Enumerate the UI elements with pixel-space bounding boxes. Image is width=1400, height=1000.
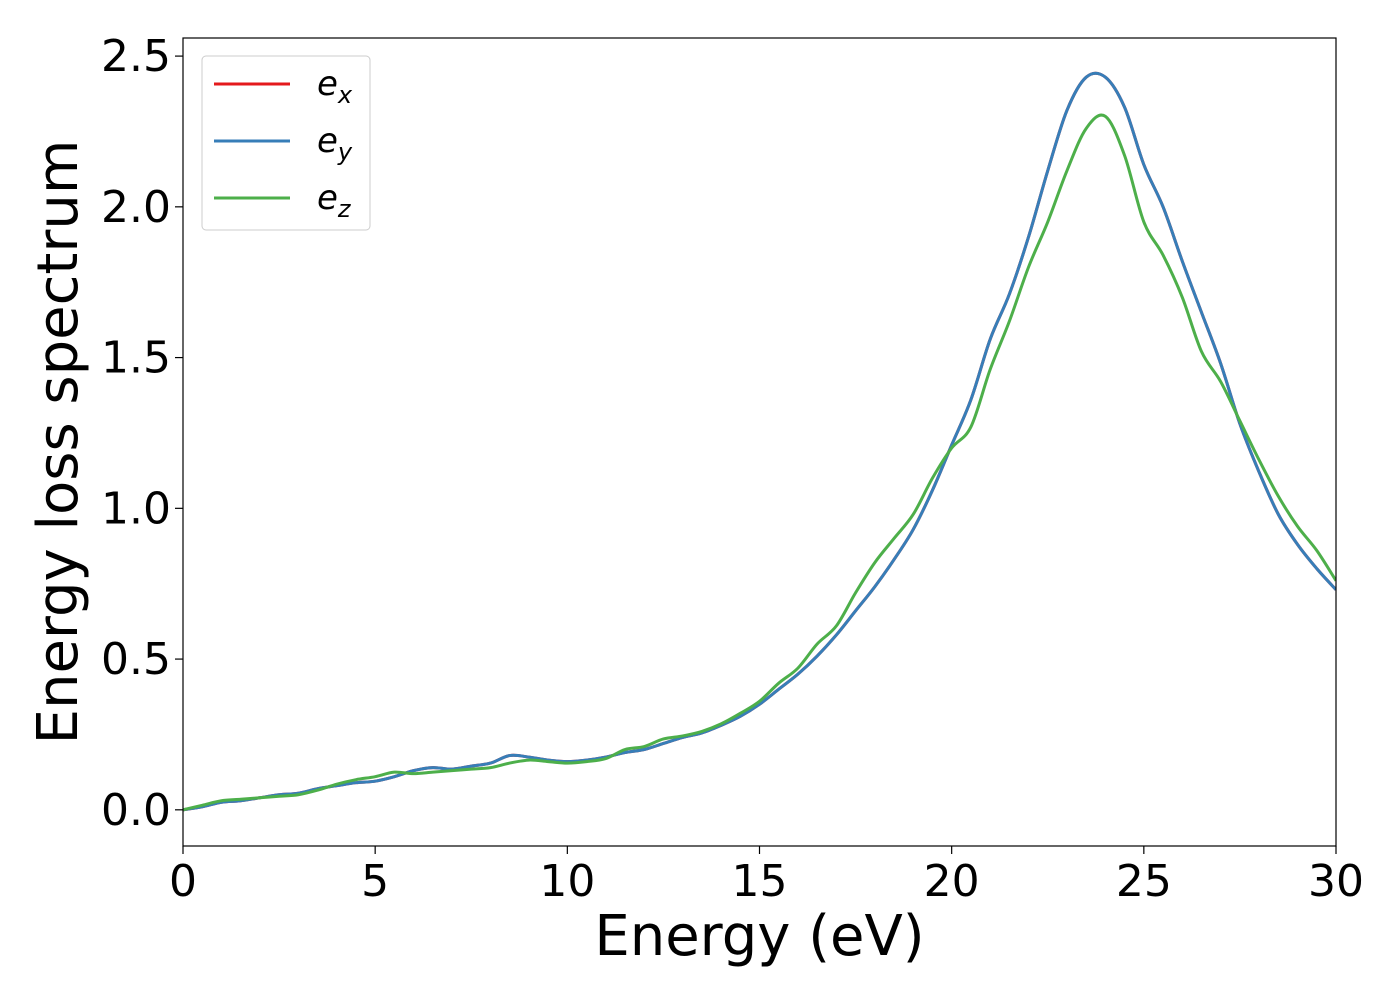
x-tick-label: 10 <box>539 856 595 907</box>
x-tick-label: 5 <box>361 856 389 907</box>
plot-frame <box>182 37 1337 847</box>
y-tick-label: 0.5 <box>101 634 171 685</box>
y-tick-label: 1.0 <box>101 483 171 534</box>
y-tick-label: 0.0 <box>101 785 171 836</box>
legend-label-x: ex <box>317 64 353 109</box>
legend-label-z: ez <box>317 178 352 223</box>
series-line-z <box>183 113 1336 812</box>
y-tick-label: 1.5 <box>101 333 171 384</box>
x-tick-label: 0 <box>169 856 197 907</box>
series-line-y <box>183 71 1336 812</box>
y-tick-label: 2.0 <box>101 182 171 233</box>
x-axis-title: Energy (eV) <box>594 904 924 969</box>
plot-lines <box>183 71 1336 812</box>
x-tick-label: 25 <box>1116 856 1172 907</box>
legend-label-y: ey <box>317 121 353 166</box>
x-axis-ticks: 0 5 10 15 20 25 30 <box>169 846 1364 907</box>
legend: ex ey ez <box>201 55 371 231</box>
y-axis-title: Energy loss spectrum <box>26 140 91 745</box>
x-tick-label: 30 <box>1308 856 1364 907</box>
y-axis-ticks: 0.0 0.5 1.0 1.5 2.0 2.5 <box>101 31 183 836</box>
x-tick-label: 15 <box>732 856 788 907</box>
legend-box <box>201 55 371 231</box>
y-tick-label: 2.5 <box>101 31 171 82</box>
x-tick-label: 20 <box>924 856 980 907</box>
